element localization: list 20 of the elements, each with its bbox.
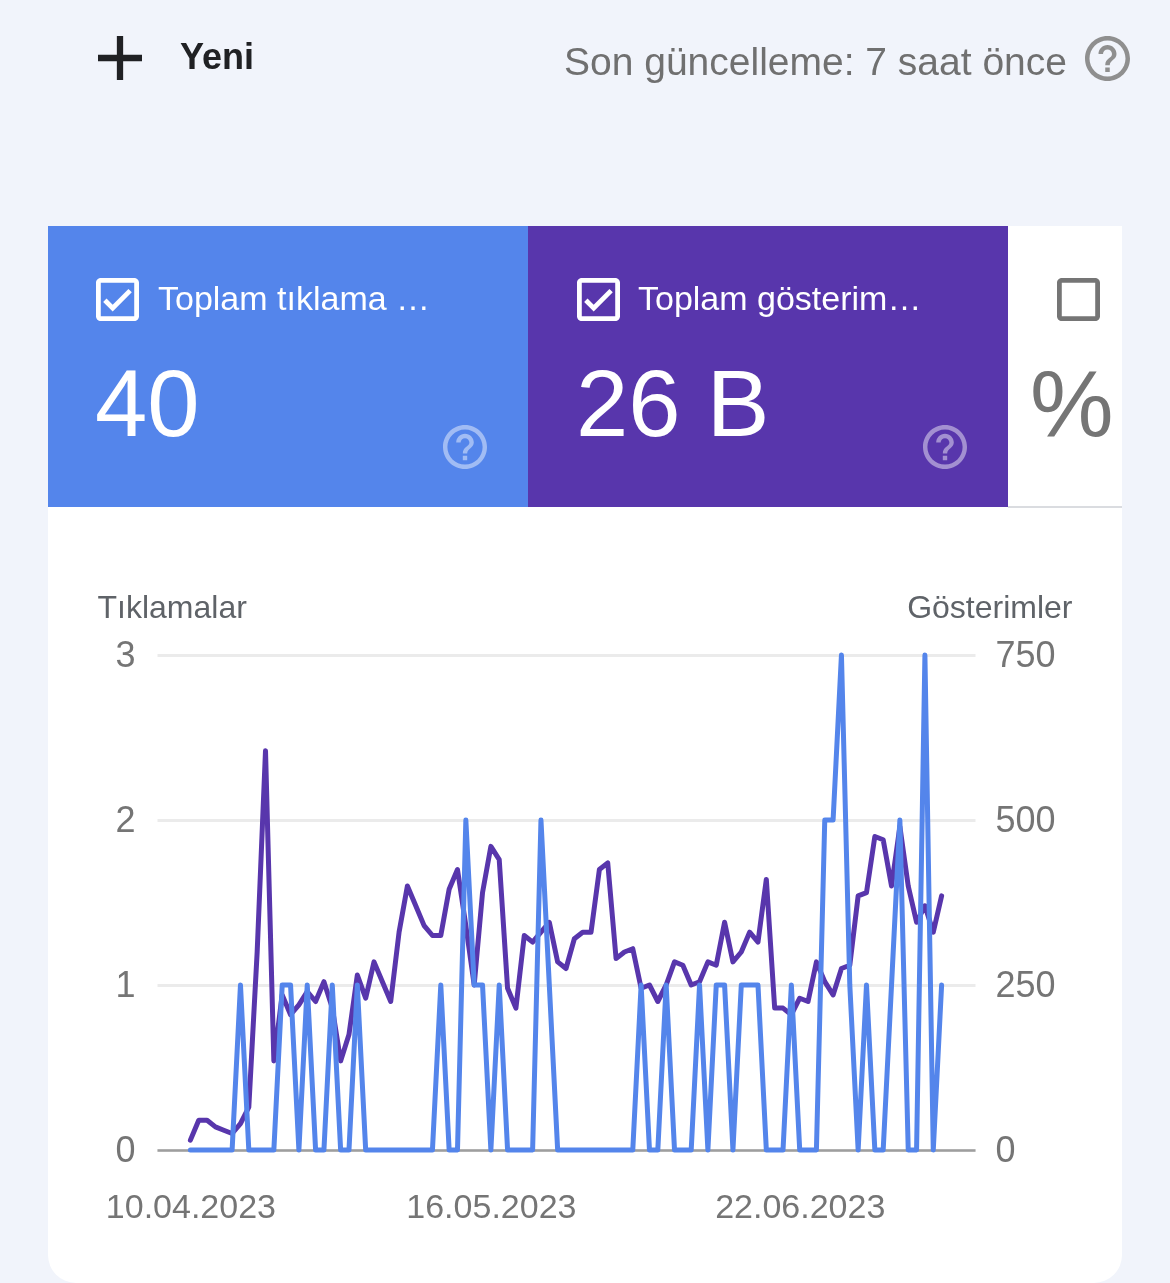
text: Toplam tıklama … [158,278,431,319]
x-tick-label: 22.06.2023 [715,1186,886,1225]
y2-tick-label: 250 [995,963,1056,1005]
text: % [1030,350,1114,458]
y2-tick-label: 0 [995,1128,1016,1170]
x-tick-label: 16.05.2023 [406,1186,577,1225]
text: Yeni [180,35,255,79]
y-axis-title: Tıklamalar [97,588,248,625]
text: 26 B [576,350,770,458]
y-tick-label: 2 [115,798,136,840]
y2-tick-label: 500 [995,798,1056,840]
text: Son güncelleme: 7 saat önce [563,39,1067,85]
y-tick-label: 3 [115,633,136,675]
text: Toplam gösterim… [638,278,922,319]
text: 40 [95,350,200,458]
y-tick-label: 0 [115,1128,136,1170]
y2-axis-title: Gösterimler [907,588,1073,625]
y2-tick-label: 750 [995,633,1056,675]
y-tick-label: 1 [115,963,136,1005]
x-tick-label: 10.04.2023 [105,1186,276,1225]
